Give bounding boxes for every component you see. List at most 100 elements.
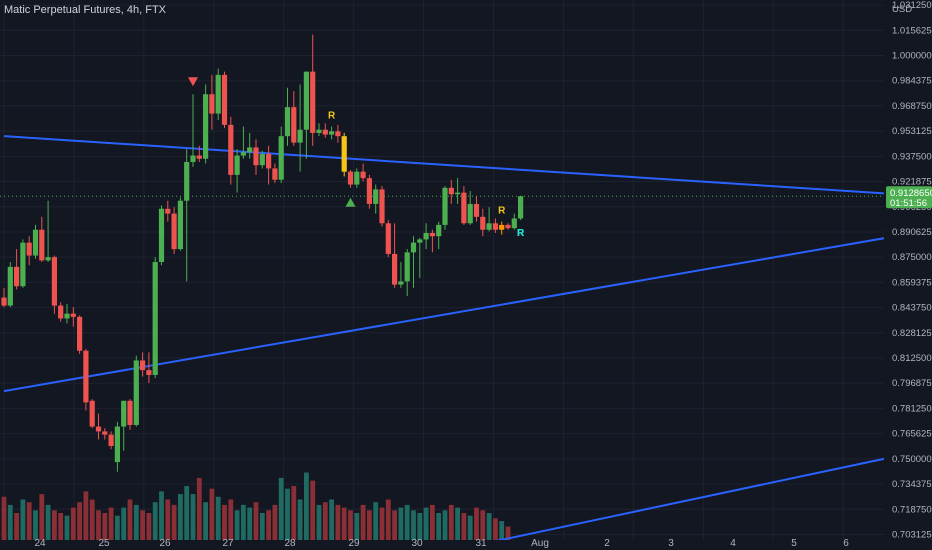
time-tick-label: 25 — [98, 538, 110, 549]
candle-body — [429, 232, 435, 237]
candle-body — [240, 152, 246, 156]
volume-bar — [297, 499, 303, 540]
candle-body — [347, 171, 354, 185]
candle-body — [329, 131, 335, 135]
candle-body — [165, 208, 171, 214]
volume-bar — [474, 507, 479, 540]
candle-body — [379, 189, 385, 224]
volume-bar — [304, 472, 309, 540]
volume-bar — [222, 504, 227, 540]
time-tick-label: 4 — [730, 538, 736, 549]
volume-bar — [348, 510, 353, 540]
last-price-value: 0.9128650 — [890, 188, 932, 199]
time-tick-label: 24 — [34, 538, 46, 549]
trendlines[interactable] — [3, 135, 915, 543]
volume-bar — [385, 499, 391, 540]
candle-body — [467, 203, 473, 224]
candle-body — [373, 189, 379, 204]
candle-body — [234, 155, 240, 175]
price-axis-bg — [884, 0, 932, 550]
candle-body — [32, 229, 39, 256]
time-tick-label: 30 — [411, 538, 423, 549]
time-tick-label: 27 — [222, 538, 234, 549]
signal-label: R — [517, 228, 525, 239]
volume-bar — [285, 488, 290, 540]
trendline — [495, 451, 915, 543]
time-tick-label: 2 — [604, 538, 610, 549]
candle-body — [404, 252, 410, 282]
candle-body — [448, 187, 454, 195]
candle-body — [152, 262, 158, 375]
volume-bar — [39, 494, 45, 540]
volume-bar — [310, 480, 316, 540]
volume-bar — [404, 504, 410, 540]
candle-body — [341, 136, 347, 172]
volume-bar — [203, 502, 208, 540]
candle-body — [70, 313, 76, 317]
candle-body — [20, 242, 26, 287]
time-tick-label: 5 — [791, 538, 797, 549]
candle-body — [486, 223, 492, 230]
volume-bar — [108, 507, 114, 540]
candle-body — [39, 229, 45, 261]
volume-bar — [367, 510, 372, 540]
candle-body — [247, 147, 253, 153]
volume-bar — [322, 502, 328, 540]
candle-body — [410, 242, 417, 253]
volume-bar — [442, 510, 448, 540]
candle-body — [190, 155, 196, 162]
candle-body — [158, 208, 165, 263]
volume-bar — [436, 513, 442, 540]
volume-bar — [480, 510, 486, 540]
candle-body — [259, 153, 265, 166]
candle-body — [385, 223, 391, 254]
candle-body — [322, 129, 328, 135]
candle-body — [51, 257, 57, 306]
time-tick-label: 31 — [475, 538, 487, 549]
volume-bar — [20, 499, 26, 540]
candle-body — [366, 178, 372, 204]
candle-body — [442, 187, 448, 225]
candle-body — [83, 350, 89, 403]
candle-body — [95, 426, 102, 432]
volume-bar — [70, 507, 76, 540]
volume-bar — [52, 510, 57, 540]
candle-body — [284, 107, 291, 137]
candle-body — [455, 192, 461, 195]
candle-body — [392, 253, 398, 285]
signal-label: R — [498, 206, 506, 217]
volume-bar — [266, 510, 271, 540]
volume-bar — [392, 510, 397, 540]
volume-bar — [96, 510, 101, 540]
price-tick-label: 1.0312500 — [892, 0, 932, 11]
candle-body — [177, 200, 183, 250]
candle-body — [133, 360, 139, 425]
time-axis[interactable]: 24 25 26 27 28 29 30 31 Aug 2 3 4 5 6 — [0, 538, 884, 550]
signal-triangle-up — [345, 197, 356, 207]
volume-bar — [417, 513, 423, 540]
candle-body — [335, 131, 341, 137]
volume-bar — [89, 499, 95, 540]
candle-body — [423, 232, 429, 240]
volume-bar — [486, 513, 492, 540]
candle-body — [58, 305, 64, 319]
volume-bar — [140, 510, 145, 540]
volume-bar — [115, 515, 120, 540]
volume-bar — [14, 513, 19, 540]
candle-body — [228, 124, 234, 175]
chart-grid — [0, 0, 914, 540]
candle-body — [45, 257, 51, 261]
volume-bar — [467, 515, 473, 540]
candlesticks — [0, 34, 884, 472]
volume-bar — [146, 513, 152, 540]
volume-bar — [423, 507, 429, 540]
